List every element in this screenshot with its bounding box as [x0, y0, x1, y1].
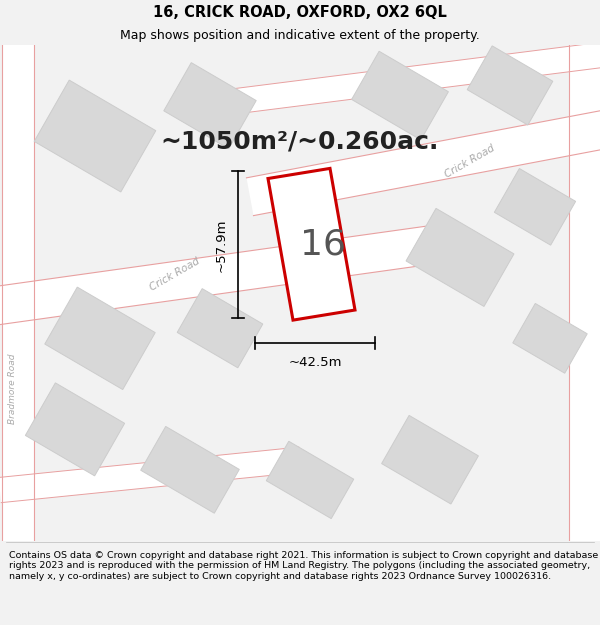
Text: ~1050m²/~0.260ac.: ~1050m²/~0.260ac. — [161, 129, 439, 153]
Polygon shape — [2, 35, 34, 551]
Polygon shape — [34, 80, 156, 192]
Polygon shape — [494, 169, 575, 245]
Text: ~57.9m: ~57.9m — [215, 218, 228, 271]
Polygon shape — [268, 168, 355, 320]
Polygon shape — [382, 416, 478, 504]
Polygon shape — [467, 46, 553, 125]
Polygon shape — [164, 62, 256, 149]
Polygon shape — [569, 35, 600, 551]
Polygon shape — [0, 447, 301, 503]
Polygon shape — [140, 426, 239, 513]
Polygon shape — [0, 223, 452, 327]
Text: Crick Road: Crick Road — [443, 143, 497, 179]
Polygon shape — [25, 383, 125, 476]
Polygon shape — [513, 304, 587, 373]
Polygon shape — [406, 208, 514, 306]
Text: Map shows position and indicative extent of the property.: Map shows position and indicative extent… — [120, 29, 480, 42]
Text: ~42.5m: ~42.5m — [288, 356, 342, 369]
Text: Crick Road: Crick Road — [148, 256, 202, 293]
Polygon shape — [352, 51, 448, 140]
Polygon shape — [45, 287, 155, 389]
Polygon shape — [199, 42, 600, 118]
Text: 16, CRICK ROAD, OXFORD, OX2 6QL: 16, CRICK ROAD, OXFORD, OX2 6QL — [153, 5, 447, 20]
Text: 16: 16 — [301, 228, 347, 261]
Polygon shape — [247, 102, 600, 216]
Polygon shape — [266, 441, 354, 519]
Polygon shape — [177, 289, 263, 368]
Text: Contains OS data © Crown copyright and database right 2021. This information is : Contains OS data © Crown copyright and d… — [9, 551, 598, 581]
Text: Bradmore Road: Bradmore Road — [8, 354, 17, 424]
